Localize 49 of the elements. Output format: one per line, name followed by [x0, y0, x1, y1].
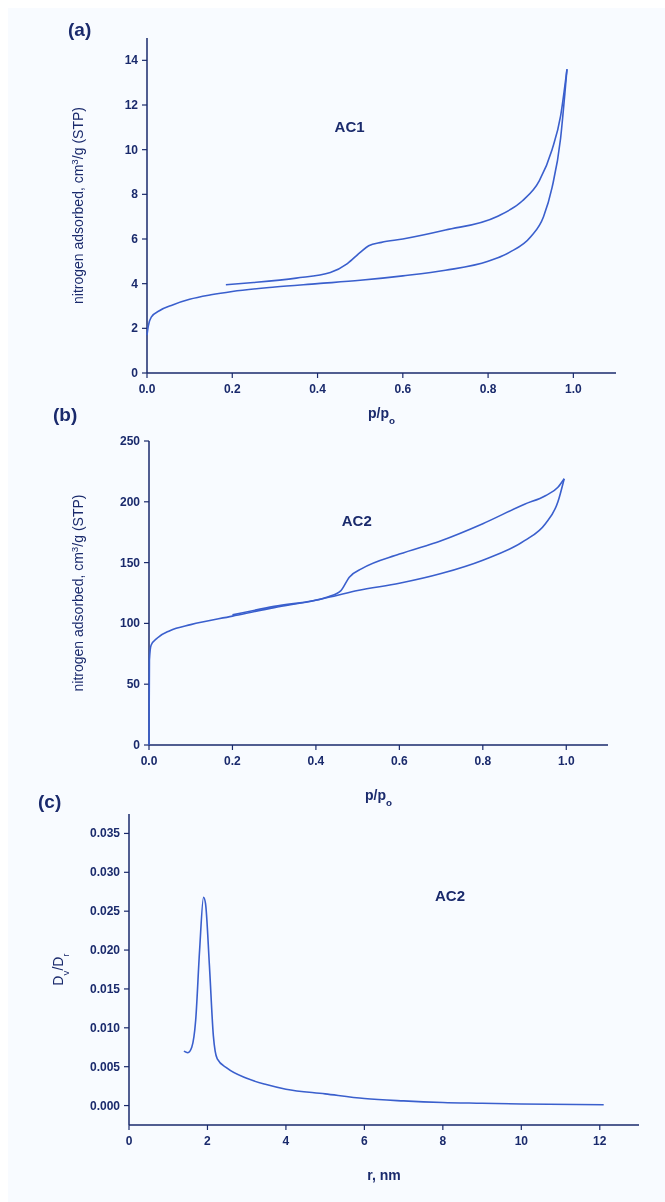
- chart-title: (c): [38, 791, 62, 812]
- y-tick-label: 100: [119, 616, 141, 631]
- y-tick-label: 0.010: [89, 1020, 121, 1035]
- y-tick-label: 2: [131, 321, 139, 336]
- y-tick-label: 0.000: [89, 1098, 121, 1113]
- x-tick-label: 2: [204, 1134, 212, 1148]
- annotation: AC2: [435, 887, 466, 905]
- y-tick-label: 6: [131, 232, 139, 246]
- y-tick-label: 0: [131, 366, 139, 380]
- annotation: AC2: [341, 512, 372, 530]
- y-tick-label: 0.030: [89, 865, 121, 880]
- y-tick-label: 0: [133, 738, 141, 752]
- x-tick-label: 1.0: [557, 754, 575, 768]
- x-tick-label: 0.6: [394, 382, 412, 396]
- x-tick-label: 10: [514, 1134, 529, 1148]
- y-tick-label: 0.035: [89, 826, 121, 841]
- y-tick-label: 0.005: [89, 1059, 121, 1074]
- y-tick-label: 4: [131, 276, 139, 291]
- x-tick-label: 8: [439, 1134, 447, 1148]
- x-tick-label: 0.4: [307, 754, 325, 768]
- y-tick-label: 14: [124, 53, 139, 68]
- chart-title: (a): [68, 19, 92, 40]
- x-tick-label: 12: [593, 1134, 607, 1148]
- y-tick-label: 8: [131, 187, 139, 202]
- x-tick-label: 0.8: [474, 754, 492, 768]
- x-tick-label: 4: [282, 1134, 290, 1148]
- y-tick-label: 50: [126, 677, 141, 692]
- y-tick-label: 250: [119, 434, 141, 448]
- x-axis-title: p/p$_{o}$: [365, 787, 393, 808]
- chart-title: (b): [53, 404, 78, 425]
- y-tick-label: 10: [124, 142, 139, 157]
- x-axis-title: p/p$_{o}$: [368, 405, 396, 426]
- x-tick-label: 0.2: [224, 754, 242, 768]
- y-tick-label: 12: [124, 98, 139, 112]
- x-tick-label: 0.0: [138, 382, 156, 396]
- x-tick-label: 6: [361, 1134, 369, 1148]
- y-tick-label: 0.020: [89, 943, 121, 958]
- x-axis-title: r, nm: [367, 1167, 401, 1183]
- x-tick-label: 0.4: [309, 382, 327, 396]
- annotation: AC1: [334, 117, 365, 135]
- x-tick-label: 0.2: [223, 382, 241, 396]
- y-tick-label: 150: [119, 555, 141, 570]
- x-tick-label: 0.8: [479, 382, 497, 396]
- x-tick-label: 1.0: [565, 382, 583, 396]
- x-tick-label: 0.6: [391, 754, 409, 768]
- y-tick-label: 0.015: [89, 981, 121, 996]
- y-tick-label: 200: [119, 494, 141, 509]
- y-tick-label: 0.025: [89, 904, 121, 919]
- x-tick-label: 0.0: [140, 754, 158, 768]
